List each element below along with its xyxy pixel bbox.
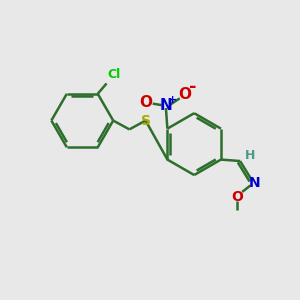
- Text: H: H: [244, 149, 255, 162]
- Text: O: O: [231, 190, 243, 204]
- Text: O: O: [178, 87, 191, 102]
- Text: S: S: [141, 114, 151, 128]
- Text: Cl: Cl: [107, 68, 120, 81]
- Text: -: -: [189, 77, 196, 95]
- Text: O: O: [140, 95, 152, 110]
- Text: N: N: [160, 98, 172, 113]
- Text: N: N: [248, 176, 260, 190]
- Text: +: +: [168, 95, 177, 105]
